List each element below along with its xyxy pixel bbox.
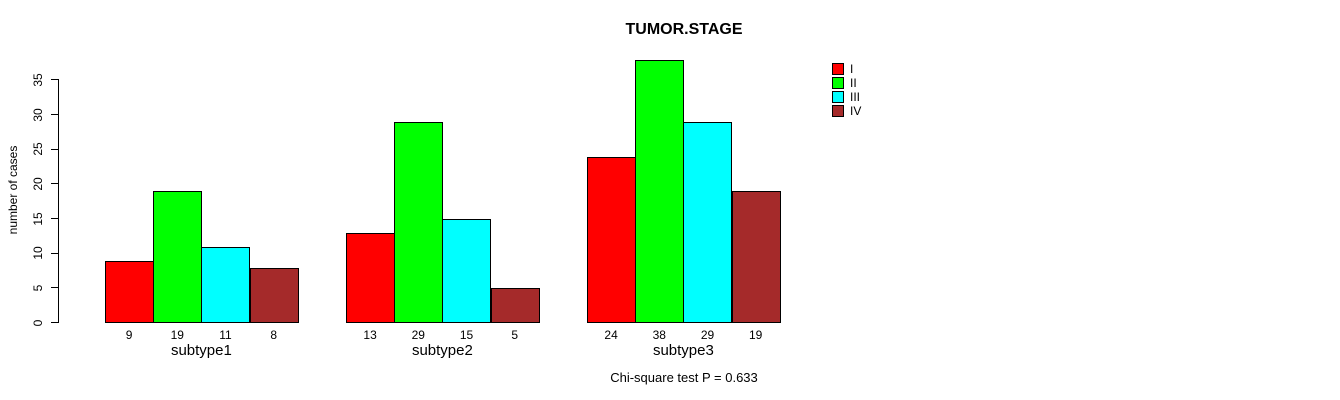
legend-item-II: II [832,76,861,90]
bar-value-III-subtype3: 29 [700,328,715,342]
y-axis-tick-35 [51,79,59,81]
y-axis-tick-label-5: 5 [31,284,45,292]
bar-value-I-subtype1: 9 [125,328,133,342]
bar-I-subtype3 [587,157,636,323]
bar-I-subtype1 [105,261,154,323]
bar-value-IV-subtype1: 8 [270,328,278,342]
legend-label-IV: IV [850,104,862,118]
y-axis-tick-label-20: 20 [31,177,45,191]
legend-swatch-I [832,63,844,75]
bar-value-I-subtype3: 24 [604,328,618,342]
bar-value-I-subtype2: 13 [363,328,377,342]
bar-value-II-subtype2: 29 [411,328,425,342]
y-axis-tick-0 [51,322,59,323]
bar-IV-subtype1 [250,268,299,323]
y-axis-tick-label-15: 15 [31,211,45,226]
legend-label-II: II [850,76,857,90]
y-axis-tick-label-10: 10 [31,246,45,260]
y-axis-tick-30 [51,114,59,116]
y-axis-tick-20 [51,183,59,185]
bar-III-subtype2 [442,219,491,323]
group-label-subtype2: subtype2 [411,342,473,359]
bar-value-IV-subtype3: 19 [749,328,763,342]
bar-value-III-subtype1: 11 [219,328,232,342]
chi-square-annotation: Chi-square test P = 0.633 [610,370,758,385]
y-axis-tick-label-30: 30 [31,107,45,122]
y-axis-tick-label-35: 35 [31,73,45,87]
y-axis-tick-label-0: 0 [31,319,45,326]
group-label-subtype3: subtype3 [652,342,714,359]
legend-label-I: I [850,62,854,76]
y-axis-title: number of cases [6,145,20,235]
legend: I II III IV [832,62,861,118]
legend-swatch-III [832,91,844,103]
bar-IV-subtype3 [732,191,781,323]
y-axis-tick-25 [51,148,59,150]
legend-item-IV: IV [832,104,861,118]
y-axis-tick-5 [51,287,59,289]
bar-II-subtype3 [635,60,684,323]
legend-swatch-IV [832,105,844,117]
group-label-subtype1: subtype1 [170,342,232,359]
bar-I-subtype2 [346,233,395,323]
bar-value-II-subtype1: 19 [170,328,184,342]
bar-value-IV-subtype2: 5 [511,328,519,342]
bar-IV-subtype2 [491,288,540,323]
legend-item-I: I [832,62,861,76]
y-axis-line [58,79,59,324]
chart-title: TUMOR.STAGE [625,21,743,38]
bar-III-subtype3 [683,122,732,323]
legend-item-III: III [832,90,861,104]
bar-value-II-subtype3: 38 [652,328,666,342]
bar-II-subtype2 [394,122,443,323]
y-axis-tick-15 [51,218,59,220]
legend-swatch-II [832,77,844,89]
bar-value-III-subtype2: 15 [459,328,474,342]
bar-III-subtype1 [201,247,250,323]
y-axis-tick-10 [51,252,59,254]
y-axis-tick-label-25: 25 [31,142,45,156]
bar-II-subtype1 [153,191,202,323]
legend-label-III: III [850,90,861,104]
